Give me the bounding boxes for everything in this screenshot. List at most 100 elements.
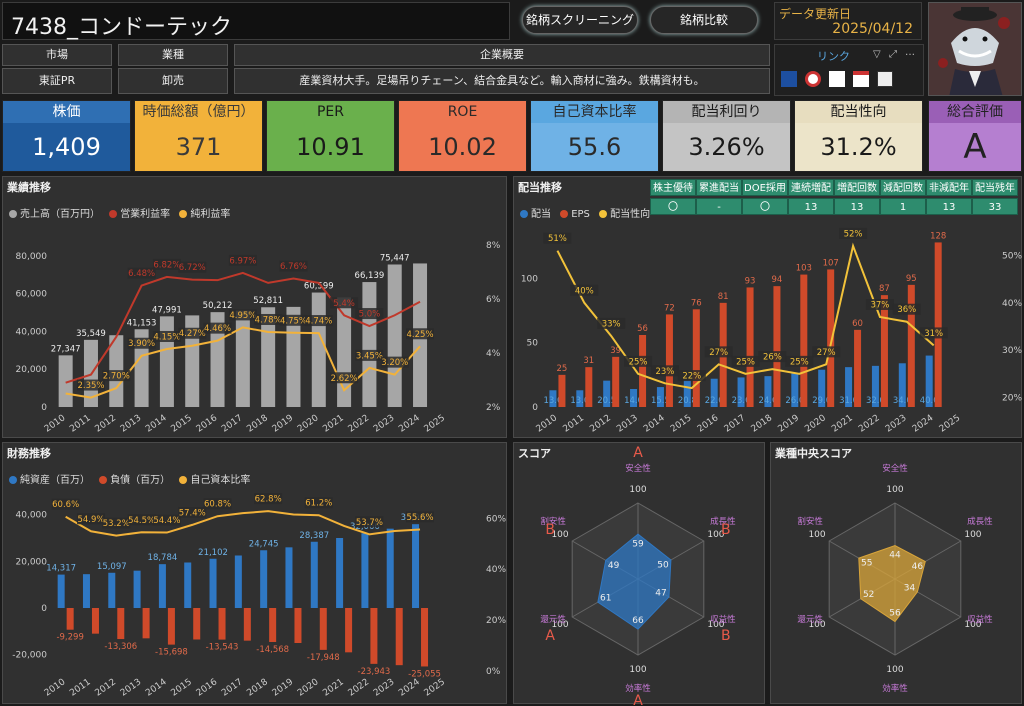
x-tick-label: 2022: [347, 413, 371, 434]
dividend-tag: 減配回数 1: [880, 179, 926, 215]
y-tick-label: 50: [527, 339, 539, 349]
market-value: 東証PR: [2, 68, 112, 94]
x-tick-label: 2010: [43, 413, 68, 434]
dividend-tag: 累進配当 -: [696, 179, 742, 215]
radar-value: 66: [632, 616, 644, 626]
bar-label: -9,299: [56, 633, 83, 643]
radar-axis-label: 効率性: [625, 683, 651, 694]
bar-label: 76: [691, 298, 702, 308]
point-label-bg: [406, 328, 435, 340]
bar: [845, 367, 853, 407]
bar: [907, 284, 915, 407]
dividend-tag-value: 〇: [742, 198, 788, 215]
point-label: 22%: [682, 372, 701, 382]
radar-value: 59: [632, 539, 644, 549]
point-label-bg: [919, 327, 948, 339]
bar-label: 25: [557, 364, 568, 374]
y2-tick-label: 60%: [486, 514, 506, 524]
x-tick-label: 2018: [750, 413, 775, 434]
dividend-tag-value: 1: [880, 198, 926, 215]
dividend-tag-label: 株主優待: [650, 179, 696, 196]
y2-tick-label: 4%: [486, 349, 501, 359]
bar-label: 40.0: [920, 396, 939, 406]
x-tick-label: 2015: [169, 413, 193, 434]
point-label-bg: [203, 322, 232, 334]
bar-label: 14,317: [46, 564, 76, 574]
x-tick-label: 2013: [615, 413, 639, 434]
industry-score-title: 業種中央スコア: [775, 447, 852, 460]
x-tick-label: 2023: [372, 677, 396, 698]
radar-value: 47: [655, 588, 666, 598]
financial-panel: 財務推移 純資産（百万） 負債（百万） 自己資本比率 -20,000 0 20,00…: [2, 442, 507, 704]
bar-label: 15.5: [651, 396, 670, 406]
chart-link-icon[interactable]: [829, 71, 845, 87]
bar: [898, 363, 906, 407]
industry-score-panel: 業種中央スコア 44 46 34 56 52 55 100 安全性 100 成長性 100 収益性 10…: [770, 442, 1022, 704]
ir-link-icon[interactable]: [781, 71, 797, 87]
industry-score-radar: 444634565255100安全性100成長性100収益性100効率性100還…: [797, 463, 993, 694]
radar-max-label: 100: [707, 620, 724, 630]
x-tick-label: 2017: [220, 677, 244, 698]
bar: [159, 316, 174, 407]
kpi-label: 時価総額（億円）: [135, 101, 262, 123]
bar: [234, 555, 242, 608]
x-tick-label: 2011: [68, 413, 92, 434]
point-label-bg: [865, 299, 894, 310]
performance-panel: 業績推移 売上高（百万円） 営業利益率 純利益率 0 20,000 40,000 60…: [2, 176, 507, 438]
radar-axis-label: 成長性: [967, 516, 993, 527]
radar-max-label: 100: [886, 485, 903, 495]
legend-sales: 売上高（百万円）: [20, 209, 100, 220]
point-label: 25%: [736, 357, 755, 367]
bar-label: 52,811: [253, 296, 283, 306]
dividend-tag-label: DOE採用: [742, 179, 788, 196]
bar-label: 31.0: [839, 396, 858, 406]
y2-tick-label: 6%: [486, 295, 501, 305]
point-label: 27%: [709, 348, 728, 358]
line-series: [65, 271, 421, 384]
more-icon[interactable]: …: [905, 47, 915, 58]
x-tick-label: 2010: [43, 677, 68, 698]
expand-icon[interactable]: ⤢: [889, 49, 897, 60]
point-label-bg: [228, 309, 257, 321]
stock-link-icon[interactable]: [877, 71, 893, 87]
y-tick-label: 100: [521, 274, 538, 284]
score-radar: 595047666149100安全性A100成長性B100収益性B100効率性A…: [540, 445, 736, 705]
bar: [692, 309, 700, 407]
kpi-label: 配当性向: [795, 101, 922, 123]
bar-label: 20.5: [597, 396, 616, 406]
news-link-icon[interactable]: [805, 71, 821, 87]
bar: [764, 376, 772, 407]
dividend-tag-label: 増配回数: [834, 179, 880, 196]
x-tick-label: 2010: [535, 413, 560, 434]
bar-label: 50,212: [203, 301, 233, 311]
point-label-bg: [839, 227, 868, 239]
kpi-value: 31.2%: [820, 133, 897, 161]
radar-grade: A: [545, 628, 555, 644]
update-label: データ更新日: [779, 7, 852, 21]
bar-label: 13.0: [543, 396, 562, 406]
bar-label: 21,102: [198, 548, 228, 558]
kpi-value: 371: [175, 133, 222, 161]
x-tick-label: 2019: [271, 413, 296, 434]
bar: [549, 390, 557, 407]
bar: [612, 356, 620, 407]
report-link-icon[interactable]: [853, 71, 869, 87]
screening-button[interactable]: 銘柄スクリーニング: [522, 6, 638, 34]
dividend-tag: 株主優待〇: [650, 179, 696, 215]
bar: [818, 369, 826, 407]
kpi-card: 株価 1,409: [2, 100, 131, 172]
bar: [925, 355, 933, 407]
compare-button[interactable]: 銘柄比較: [650, 6, 758, 34]
bar: [683, 380, 691, 407]
point-label: 60.8%: [204, 500, 231, 510]
bar-label: 27,347: [51, 344, 81, 354]
radar-axis-label: 成長性: [710, 516, 736, 527]
bar: [630, 389, 638, 407]
dividend-tag-label: 減配回数: [880, 179, 926, 196]
point-label: 4.25%: [407, 330, 434, 340]
filter-icon[interactable]: ▽: [873, 49, 881, 60]
bar-label: 72: [664, 303, 675, 313]
dividend-tag: DOE採用〇: [742, 179, 788, 215]
